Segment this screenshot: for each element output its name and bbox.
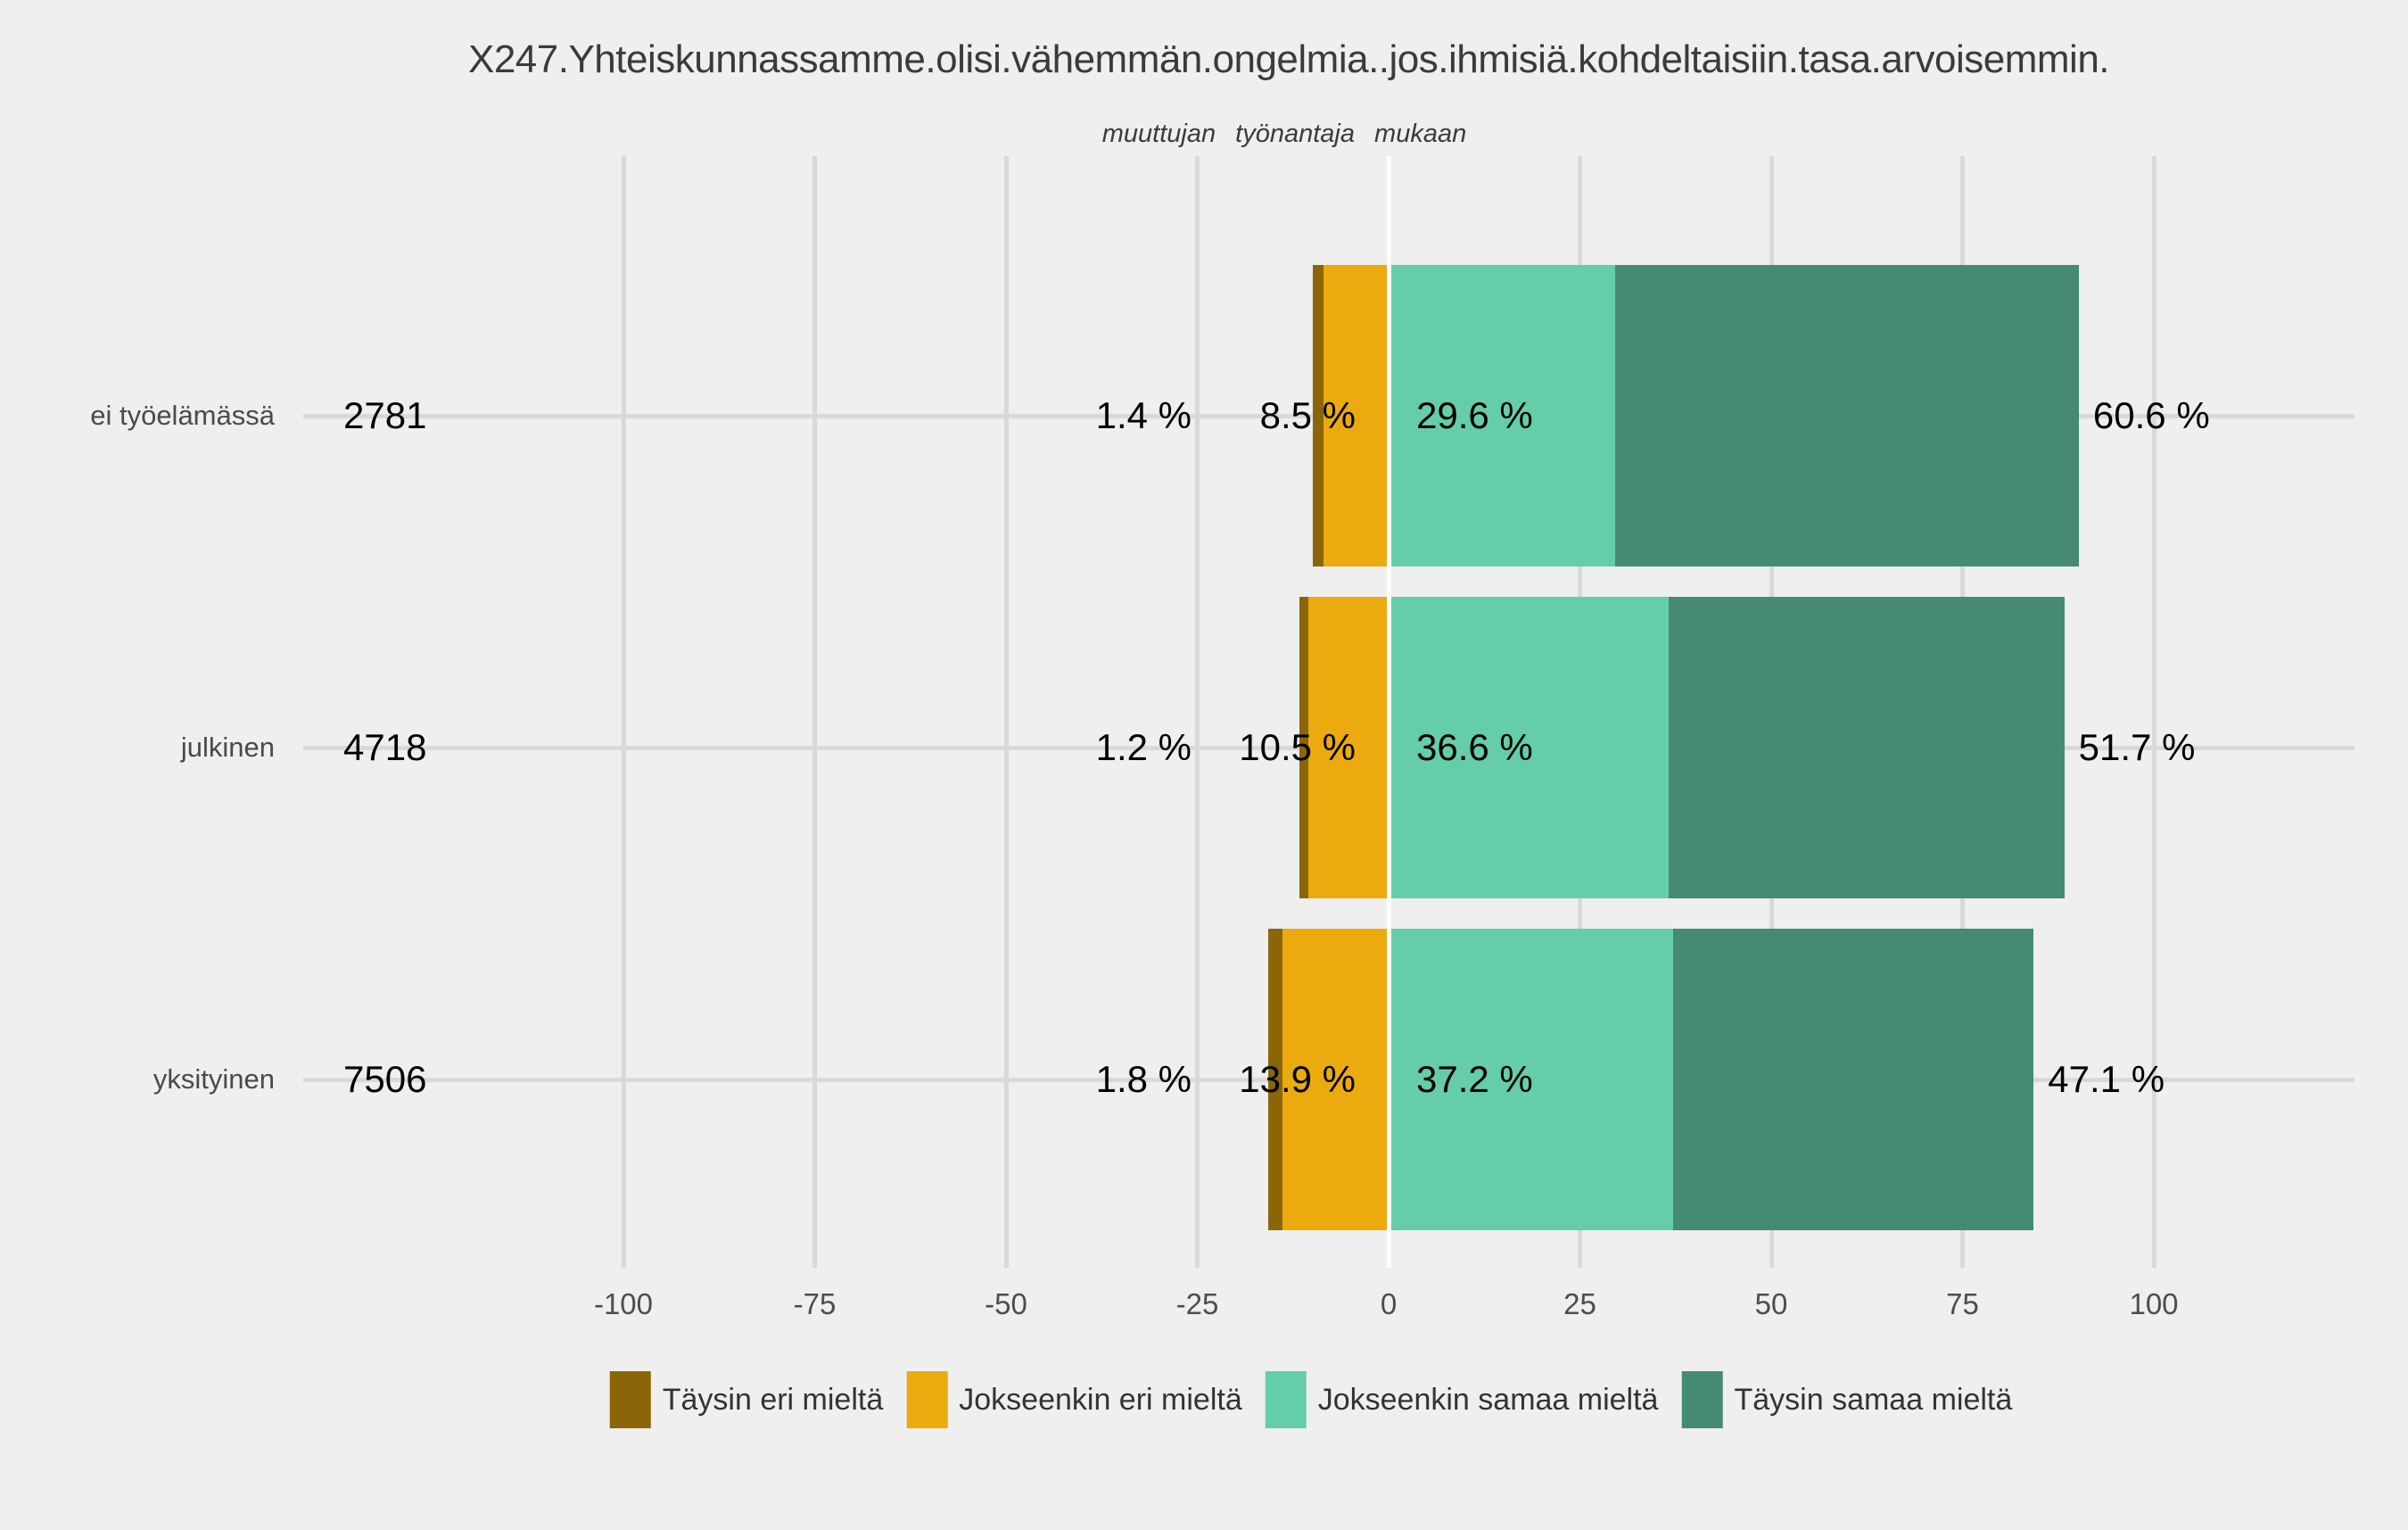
axis-tick-label: 75 xyxy=(1946,1287,1979,1320)
count-label: 4718 xyxy=(343,726,427,768)
axis-tick-label: 25 xyxy=(1563,1287,1596,1320)
chart-subtitle: muuttujan työnantaja mukaan xyxy=(1101,120,1467,148)
vertical-gridline xyxy=(621,156,626,1245)
axis-tick xyxy=(2151,1245,2156,1268)
bar-segment-1 xyxy=(1299,597,1308,898)
pct-label-somewhat-disagree: 10.5 % xyxy=(1239,726,1356,768)
axis-tick xyxy=(1195,1245,1200,1268)
pct-label-strongly-agree: 51.7 % xyxy=(2078,726,2196,768)
pct-label-strongly-disagree: 1.8 % xyxy=(1095,1058,1192,1100)
axis-tick-label: -50 xyxy=(985,1287,1027,1320)
plot-panel xyxy=(303,156,2354,1245)
axis-tick-label: 100 xyxy=(2129,1287,2179,1320)
axis-tick-label: 0 xyxy=(1380,1287,1398,1320)
bar-segment-4 xyxy=(1669,597,2065,898)
axis-tick-label: -75 xyxy=(793,1287,837,1320)
legend-label: Jokseenkin samaa mieltä xyxy=(1317,1382,1659,1417)
axis-tick-label: -100 xyxy=(593,1287,654,1320)
axis-tick xyxy=(1003,1245,1009,1268)
bar-segment-4 xyxy=(1673,929,2034,1230)
legend: Täysin eri mieltä Jokseenkin eri mieltä … xyxy=(609,1371,2012,1428)
axis-tick-label: -25 xyxy=(1175,1287,1219,1320)
pct-label-somewhat-agree: 36.6 % xyxy=(1416,726,1533,768)
vertical-gridline xyxy=(1003,156,1009,1245)
legend-swatch-somewhat-disagree xyxy=(906,1371,948,1428)
legend-swatch-somewhat-agree xyxy=(1265,1371,1307,1428)
bar-segment-2 xyxy=(1307,597,1389,898)
pct-label-somewhat-disagree: 13.9 % xyxy=(1239,1058,1356,1100)
bar-segment-3 xyxy=(1389,597,1670,898)
axis-tick xyxy=(812,1245,817,1268)
legend-label: Täysin samaa mieltä xyxy=(1734,1382,2013,1417)
pct-label-somewhat-agree: 29.6 % xyxy=(1416,394,1533,436)
vertical-gridline xyxy=(1195,156,1200,1245)
bar-segment-2 xyxy=(1282,929,1389,1230)
legend-label: Jokseenkin eri mieltä xyxy=(959,1382,1242,1417)
axis-tick xyxy=(621,1245,626,1268)
legend-item-strongly-agree: Täysin samaa mieltä xyxy=(1681,1371,2012,1428)
vertical-gridline xyxy=(2151,156,2156,1245)
axis-tick xyxy=(1769,1245,1774,1268)
legend-swatch-strongly-agree xyxy=(1681,1371,1723,1428)
axis-tick xyxy=(1960,1245,1965,1268)
axis-tick-label: 50 xyxy=(1754,1287,1788,1320)
pct-label-strongly-agree: 60.6 % xyxy=(2092,394,2210,436)
pct-label-strongly-agree: 47.1 % xyxy=(2048,1058,2165,1100)
category-label: ei työelämässä xyxy=(90,400,275,431)
legend-label: Täysin eri mieltä xyxy=(662,1382,884,1417)
vertical-gridline xyxy=(812,156,817,1245)
legend-item-strongly-disagree: Täysin eri mieltä xyxy=(609,1371,884,1428)
zero-gridline xyxy=(1386,156,1391,1245)
axis-tick xyxy=(1578,1245,1582,1268)
pct-label-strongly-disagree: 1.4 % xyxy=(1095,394,1192,436)
bar-segment-1 xyxy=(1268,929,1282,1230)
category-label: julkinen xyxy=(180,732,275,763)
category-label: yksityinen xyxy=(153,1063,275,1095)
bar-segment-4 xyxy=(1614,265,2079,567)
pct-label-strongly-disagree: 1.2 % xyxy=(1095,726,1192,768)
count-label: 2781 xyxy=(343,394,427,436)
pct-label-somewhat-disagree: 8.5 % xyxy=(1259,394,1356,436)
axis-tick xyxy=(1386,1245,1391,1268)
bar-segment-2 xyxy=(1324,265,1389,567)
legend-item-somewhat-agree: Jokseenkin samaa mieltä xyxy=(1265,1371,1659,1428)
bar-segment-3 xyxy=(1389,265,1615,567)
bar-segment-1 xyxy=(1313,265,1324,567)
legend-swatch-strongly-disagree xyxy=(609,1371,651,1428)
chart-title: X247.Yhteiskunnassamme.olisi.vähemmän.on… xyxy=(467,37,2110,81)
pct-label-somewhat-agree: 37.2 % xyxy=(1416,1058,1533,1100)
legend-item-somewhat-disagree: Jokseenkin eri mieltä xyxy=(906,1371,1242,1428)
bar-segment-3 xyxy=(1389,929,1674,1230)
count-label: 7506 xyxy=(343,1058,427,1100)
